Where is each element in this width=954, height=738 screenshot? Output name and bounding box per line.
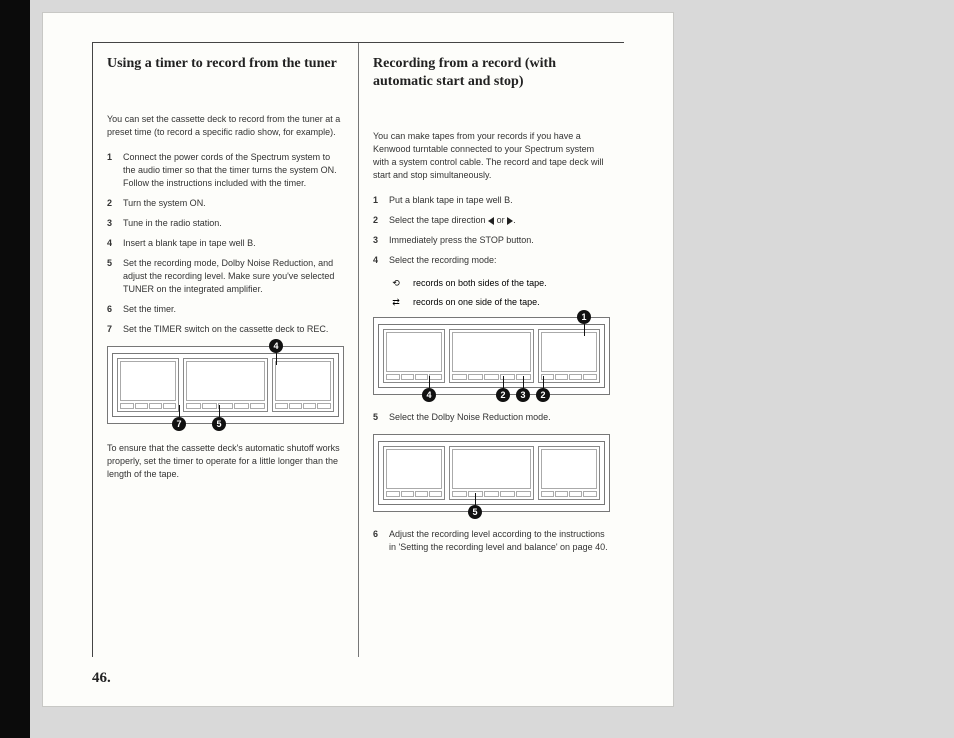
callout-3: 3: [516, 388, 530, 402]
right-steps-a: 1Put a blank tape in tape well B. 2Selec…: [373, 194, 610, 267]
cassette-deck-illustration: [378, 441, 604, 505]
list-item: 2Select the tape direction or .: [373, 214, 610, 227]
list-item: 6Set the timer.: [107, 303, 344, 316]
list-item: 3Immediately press the STOP button.: [373, 234, 610, 247]
right-step-6: 6Adjust the recording level according to…: [373, 528, 610, 554]
callout-4: 4: [269, 339, 283, 353]
content-frame: Using a timer to record from the tuner Y…: [92, 42, 624, 657]
list-item: 4Insert a blank tape in tape well B.: [107, 237, 344, 250]
loop-icon: ⟲: [385, 277, 407, 290]
arrows-icon: ⇄: [385, 296, 407, 309]
right-intro: You can make tapes from your records if …: [373, 130, 610, 182]
page-sheet: Using a timer to record from the tuner Y…: [42, 12, 674, 707]
mode-one-side: ⇄ records on one side of the tape.: [385, 296, 610, 309]
right-step-5: 5Select the Dolby Noise Reduction mode.: [373, 411, 610, 424]
list-item: 2Turn the system ON.: [107, 197, 344, 210]
left-intro: You can set the cassette deck to record …: [107, 113, 344, 139]
mode-both-sides: ⟲ records on both sides of the tape.: [385, 277, 610, 290]
callout-5b: 5: [468, 505, 482, 519]
column-right: Recording from a record (with automatic …: [358, 43, 624, 657]
left-steps: 1Connect the power cords of the Spectrum…: [107, 151, 344, 337]
list-item: 7Set the TIMER switch on the cassette de…: [107, 323, 344, 336]
forward-icon: [507, 217, 513, 225]
list-item: 1Put a blank tape in tape well B.: [373, 194, 610, 207]
left-figure: 4 7 5: [107, 346, 344, 424]
callout-5: 5: [212, 417, 226, 431]
callout-7: 7: [172, 417, 186, 431]
callout-2a: 2: [496, 388, 510, 402]
list-item: 3Tune in the radio station.: [107, 217, 344, 230]
list-item: 4Select the recording mode:: [373, 254, 610, 267]
callout-4b: 4: [422, 388, 436, 402]
page-number: 46.: [92, 670, 111, 687]
right-figure-2: 5: [373, 434, 610, 512]
cassette-deck-illustration: [378, 324, 604, 388]
column-left: Using a timer to record from the tuner Y…: [93, 43, 358, 657]
list-item: 5Select the Dolby Noise Reduction mode.: [373, 411, 610, 424]
list-item: 1Connect the power cords of the Spectrum…: [107, 151, 344, 190]
rewind-icon: [488, 217, 494, 225]
list-item: 5Set the recording mode, Dolby Noise Red…: [107, 257, 344, 296]
scanner-edge: [0, 0, 30, 738]
left-footnote: To ensure that the cassette deck's autom…: [107, 442, 344, 481]
cassette-deck-illustration: [112, 353, 338, 417]
right-figure-1: 1 4 2 3 2: [373, 317, 610, 395]
list-item: 6Adjust the recording level according to…: [373, 528, 610, 554]
callout-2b: 2: [536, 388, 550, 402]
right-heading: Recording from a record (with automatic …: [373, 55, 610, 90]
callout-1: 1: [577, 310, 591, 324]
left-heading: Using a timer to record from the tuner: [107, 55, 344, 73]
